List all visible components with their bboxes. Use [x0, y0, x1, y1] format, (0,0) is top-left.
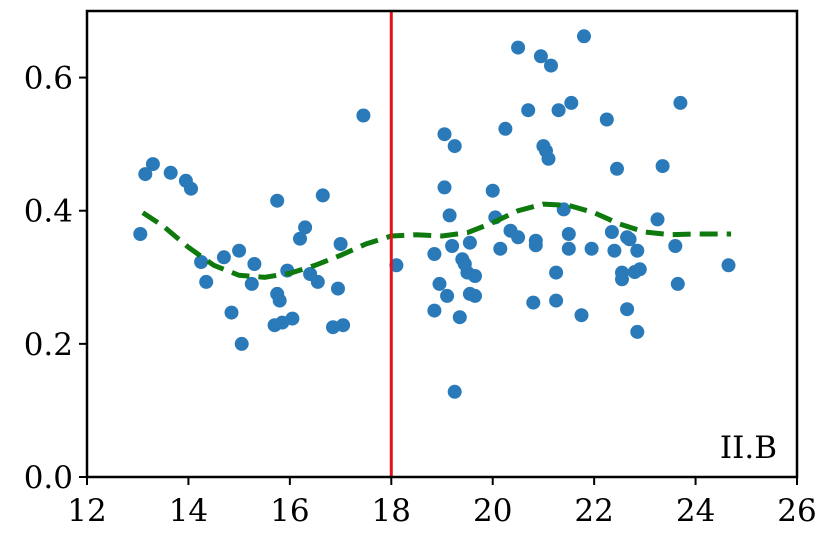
y-tick-label: 0.4: [24, 194, 73, 230]
data-point: [437, 127, 452, 142]
data-point: [607, 243, 622, 258]
data-point: [620, 302, 635, 317]
data-point: [561, 241, 576, 256]
data-point: [521, 103, 536, 118]
plot-frame: [85, 9, 799, 479]
x-tick-label: 22: [574, 493, 613, 529]
axes: 12 14 16 18 20 22 24 26 0.0 0.2 0.4 0.6: [24, 9, 817, 529]
y-tick-label: 0.6: [24, 61, 73, 97]
data-point: [184, 181, 198, 196]
data-point: [163, 165, 178, 180]
data-point: [333, 237, 348, 251]
x-tick-label: 14: [169, 493, 208, 529]
panel-label: II.B: [720, 430, 777, 466]
data-point: [285, 311, 300, 326]
x-tick-label: 26: [777, 493, 816, 529]
data-point: [528, 238, 543, 253]
data-point: [272, 293, 287, 308]
data-point: [615, 265, 629, 280]
data-point: [526, 295, 541, 310]
data-point: [138, 167, 153, 182]
data-point: [389, 258, 404, 273]
data-point: [632, 262, 647, 277]
data-point: [511, 230, 526, 245]
data-point: [216, 250, 231, 265]
data-point: [630, 324, 645, 339]
data-point: [133, 227, 148, 241]
data-point: [315, 188, 330, 203]
x-tick-label: 16: [270, 493, 309, 529]
data-point: [232, 243, 247, 258]
data-point: [270, 193, 285, 208]
data-point: [445, 239, 460, 253]
data-point: [577, 29, 591, 44]
plot-marks: [133, 11, 736, 477]
data-point: [452, 310, 467, 325]
data-point: [447, 139, 462, 154]
data-point: [468, 269, 482, 283]
y-tick-label: 0.2: [24, 327, 73, 363]
data-point: [564, 95, 579, 110]
data-point: [427, 303, 442, 318]
data-point: [511, 40, 526, 55]
data-point: [650, 212, 665, 227]
data-point: [468, 288, 482, 303]
data-point: [234, 336, 249, 351]
data-point: [604, 225, 619, 239]
trend-line: [141, 201, 732, 280]
data-point: [145, 157, 160, 172]
data-point: [447, 384, 462, 399]
data-point: [485, 183, 500, 198]
x-tick-label: 12: [67, 493, 106, 529]
data-point: [622, 232, 637, 247]
data-point: [356, 108, 371, 123]
data-point: [310, 274, 325, 289]
data-point: [293, 231, 307, 246]
data-point: [493, 241, 508, 256]
data-point: [224, 305, 239, 320]
data-point: [442, 208, 457, 223]
data-point: [549, 265, 564, 280]
data-point: [247, 257, 262, 271]
data-point: [432, 276, 447, 291]
data-point: [498, 121, 513, 136]
data-point: [194, 255, 209, 269]
data-point: [533, 49, 548, 64]
data-point: [544, 58, 558, 73]
data-point: [655, 159, 670, 174]
data-point: [670, 276, 685, 291]
data-point: [551, 103, 566, 118]
data-point: [574, 308, 589, 323]
data-point: [298, 220, 313, 235]
data-point: [244, 276, 259, 291]
data-point: [462, 235, 477, 250]
x-tick-label: 18: [372, 493, 411, 529]
x-tick-label: 20: [473, 493, 512, 529]
data-point: [440, 288, 455, 303]
y-tick-label: 0.0: [24, 460, 73, 496]
data-point: [599, 112, 614, 127]
data-point: [673, 95, 688, 110]
data-point: [721, 258, 736, 273]
data-point: [427, 247, 442, 261]
x-tick-label: 24: [676, 493, 715, 529]
data-point: [630, 243, 645, 258]
data-point: [561, 227, 576, 241]
data-point: [336, 318, 351, 333]
data-point: [549, 293, 564, 308]
data-point: [437, 180, 452, 195]
data-point: [668, 239, 683, 253]
data-point: [541, 151, 556, 166]
data-point: [331, 281, 345, 296]
data-point: [610, 161, 624, 176]
data-point: [199, 274, 214, 289]
data-point: [584, 241, 599, 256]
